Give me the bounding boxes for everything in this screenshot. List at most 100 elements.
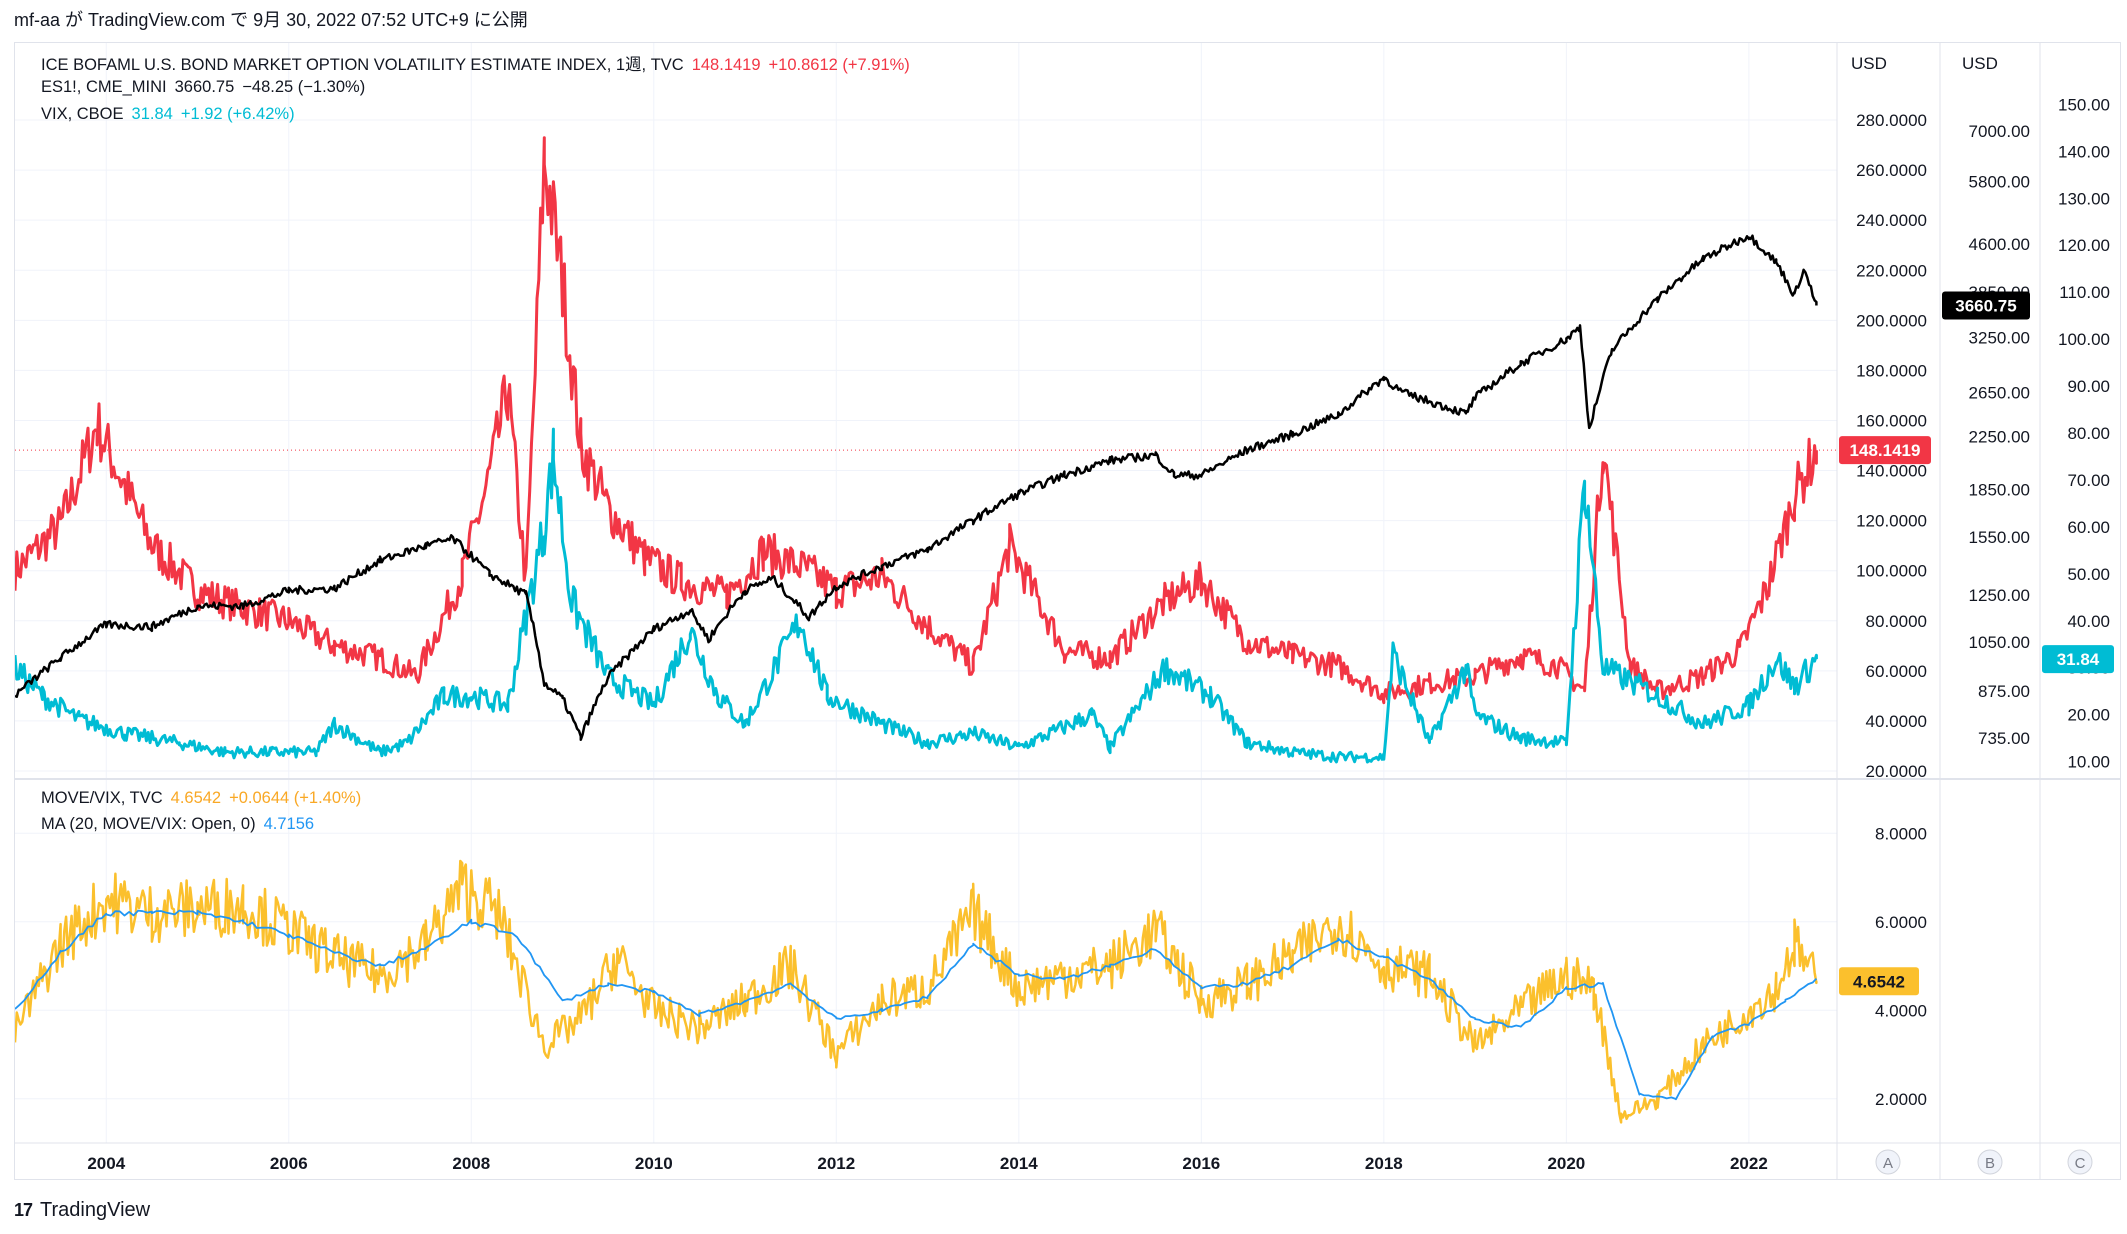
legend-vix-value: 31.84: [131, 105, 173, 123]
scale-c-label: 60.00: [2067, 518, 2110, 537]
legend-move-value: 148.1419: [691, 56, 761, 74]
scale-a-label: 80.0000: [1866, 612, 1927, 631]
scale-b-label: 2250.00: [1969, 428, 2030, 447]
x-tick-label: 2008: [452, 1154, 490, 1173]
scale-ratio-label: 4.0000: [1875, 1001, 1927, 1020]
scale-ratio-label: 8.0000: [1875, 824, 1927, 843]
series-ma: [15, 909, 1818, 1101]
scale-c-label: 50.00: [2067, 565, 2110, 584]
scale-a-label: 260.0000: [1856, 161, 1927, 180]
tradingview-logo-icon: 17: [14, 1200, 33, 1220]
legend-es-value: 3660.75: [174, 78, 235, 96]
badge-move: 148.1419: [1839, 436, 1931, 465]
scale-b-label: 875.00: [1978, 682, 2030, 701]
scale-c-label: 110.00: [2059, 283, 2110, 302]
scale-c-label: 40.00: [2067, 612, 2110, 631]
x-tick-label: 2018: [1365, 1154, 1403, 1173]
legend-vix[interactable]: VIX, CBOE 31.84 +1.92 (+6.42%): [41, 105, 303, 124]
badge-vix: 31.84: [2042, 645, 2114, 674]
legend-move-name: ICE BOFAML U.S. BOND MARKET OPTION VOLAT…: [41, 56, 684, 74]
legend-ma[interactable]: MA (20, MOVE/VIX: Open, 0) 4.7156: [41, 815, 322, 834]
series-layer: [15, 136, 1818, 1124]
scale-c-label: 70.00: [2067, 471, 2110, 490]
x-tick-label: 2020: [1547, 1154, 1585, 1173]
legend-vix-change: +1.92 (+6.42%): [180, 105, 295, 123]
x-tick-label: 2012: [817, 1154, 855, 1173]
price-badges: 148.1419 3660.75 31.84 4.6542: [1839, 291, 2114, 996]
legend-ratio[interactable]: MOVE/VIX, TVC 4.6542 +0.0644 (+1.40%): [41, 789, 369, 808]
scale-labels: 2004 2006 2008 2010 2012 2014 2016 2018 2020 2022…: [87, 54, 2110, 1173]
scale-c-label: 100.00: [2058, 330, 2110, 349]
scale-ratio-label: 6.0000: [1875, 913, 1927, 932]
series-vix: [15, 427, 1818, 764]
scale-button-label: C: [2075, 1155, 2086, 1172]
scale-a-label: 280.0000: [1856, 111, 1927, 130]
badge-ratio-text: 4.6542: [1853, 972, 1905, 991]
series-es: [15, 234, 1818, 741]
scale-b-label: 5800.00: [1969, 173, 2030, 192]
published-line: mf-aa が TradingView.com で 9月 30, 2022 07…: [14, 10, 528, 30]
legend-move[interactable]: ICE BOFAML U.S. BOND MARKET OPTION VOLAT…: [41, 51, 918, 75]
chart-canvas[interactable]: 2004 2006 2008 2010 2012 2014 2016 2018 2020 2022…: [15, 43, 2120, 1179]
badge-vix-bg: [2042, 645, 2114, 674]
scale-c-label: 120.00: [2058, 236, 2110, 255]
scale-b-label: 1250.00: [1969, 586, 2030, 605]
legend-move-change: +10.8612 (+7.91%): [768, 56, 910, 74]
badge-ratio-bg: [1839, 967, 1919, 996]
scale-c-label: 140.00: [2058, 142, 2110, 161]
chart-frame: 2004 2006 2008 2010 2012 2014 2016 2018 2020 2022…: [14, 42, 2121, 1180]
scale-b-label: 3250.00: [1969, 329, 2030, 348]
scale-a-label: 60.0000: [1866, 662, 1927, 681]
legend-es[interactable]: ES1!, CME_MINI 3660.75 −48.25 (−1.30%): [41, 78, 373, 97]
badge-vix-text: 31.84: [2057, 650, 2100, 669]
scale-a-label: 240.0000: [1856, 211, 1927, 230]
footer-brand[interactable]: 17 TradingView: [14, 1199, 150, 1222]
scale-button-label: B: [1985, 1155, 1995, 1172]
scale-a-label: 120.0000: [1856, 512, 1927, 531]
scale-button-a[interactable]: [1875, 1149, 1901, 1175]
badge-move-bg: [1839, 436, 1931, 465]
legend-es-name: ES1!, CME_MINI: [41, 78, 167, 96]
scale-a-header: USD: [1851, 54, 1887, 73]
legend-ratio-name: MOVE/VIX, TVC: [41, 789, 163, 807]
scale-button-label: A: [1883, 1155, 1893, 1172]
x-tick-label: 2004: [87, 1154, 125, 1173]
scale-a-label: 200.0000: [1856, 311, 1927, 330]
x-tick-label: 2014: [1000, 1154, 1038, 1173]
scale-a-label: 160.0000: [1856, 411, 1927, 430]
scale-a-label: 20.0000: [1866, 762, 1927, 781]
scale-b-label: 7000.00: [1969, 122, 2030, 141]
legend-ma-name: MA (20, MOVE/VIX: Open, 0): [41, 815, 256, 833]
footer-brand-label: TradingView: [40, 1199, 151, 1221]
scale-b-label: 1850.00: [1969, 480, 2030, 499]
series-move: [15, 136, 1818, 705]
axes: [15, 43, 2120, 1179]
scale-a-label: 220.0000: [1856, 261, 1927, 280]
x-tick-label: 2010: [635, 1154, 673, 1173]
x-tick-label: 2016: [1182, 1154, 1220, 1173]
legend-es-change: −48.25 (−1.30%): [242, 78, 366, 96]
scale-b-label: 2650.00: [1969, 384, 2030, 403]
badge-es: 3660.75: [1942, 291, 2030, 320]
scale-button-b[interactable]: [1977, 1149, 2003, 1175]
x-tick-label: 2022: [1730, 1154, 1768, 1173]
legend-vix-name: VIX, CBOE: [41, 105, 124, 123]
scale-b-label: 4600.00: [1969, 235, 2030, 254]
legend-ratio-change: +0.0644 (+1.40%): [229, 789, 362, 807]
scale-c-label: 20.00: [2067, 706, 2110, 725]
scale-a-label: 180.0000: [1856, 361, 1927, 380]
legend-ma-value: 4.7156: [263, 815, 315, 833]
badge-move-text: 148.1419: [1850, 441, 1921, 460]
scale-a-label: 100.0000: [1856, 562, 1927, 581]
series-ratio: [15, 859, 1818, 1124]
badge-es-text: 3660.75: [1955, 297, 2016, 316]
scale-a-label: 40.0000: [1866, 712, 1927, 731]
scale-c-label: 130.00: [2058, 189, 2110, 208]
x-tick-label: 2006: [270, 1154, 308, 1173]
scale-b-header: USD: [1962, 54, 1998, 73]
scale-c-label: 10.00: [2067, 753, 2110, 772]
scale-button-c[interactable]: [2067, 1149, 2093, 1175]
scale-b-label: 735.00: [1978, 729, 2030, 748]
scale-c-label: 90.00: [2067, 377, 2110, 396]
badge-es-bg: [1942, 291, 2030, 320]
